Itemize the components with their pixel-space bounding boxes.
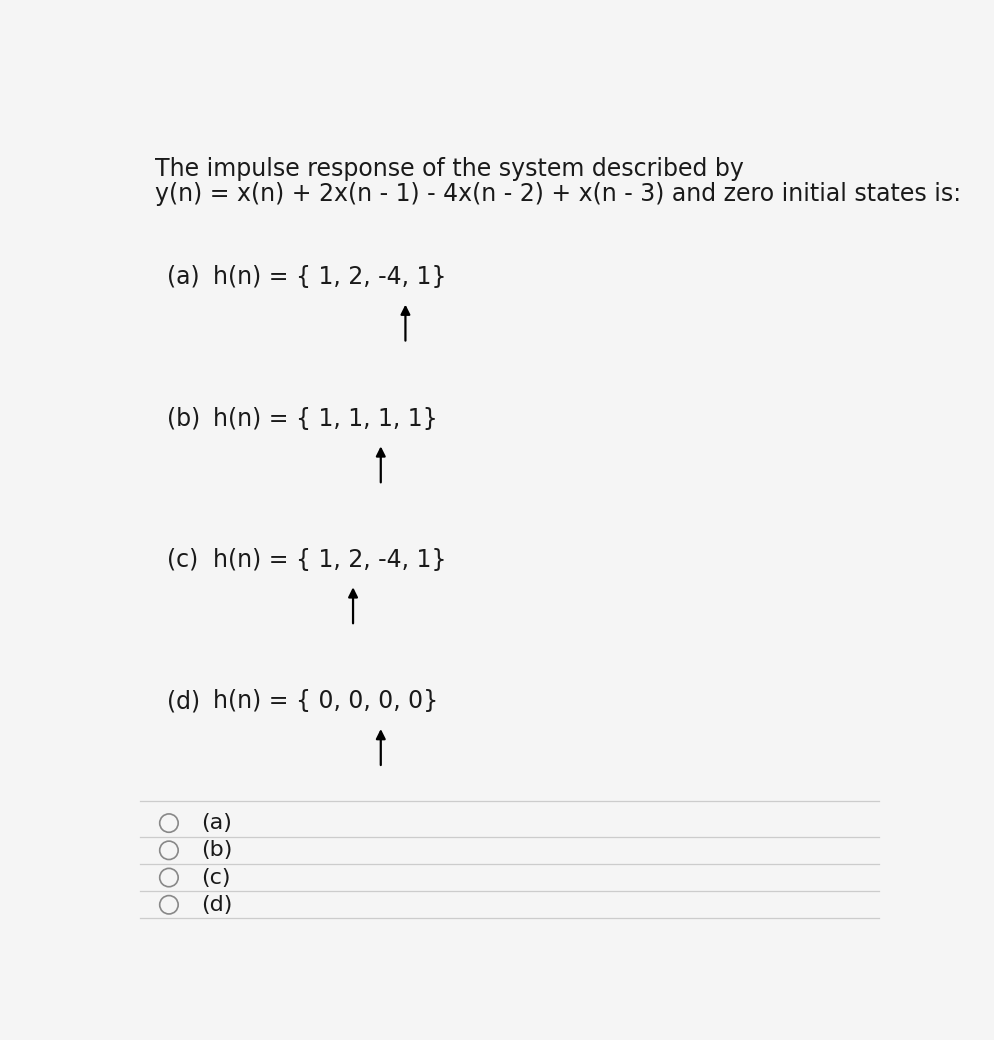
Text: (b): (b) [202, 840, 233, 860]
Text: h(n) = { 0, 0, 0, 0}: h(n) = { 0, 0, 0, 0} [213, 690, 438, 713]
Text: (a): (a) [202, 813, 233, 833]
Text: h(n) = { 1, 1, 1, 1}: h(n) = { 1, 1, 1, 1} [213, 407, 437, 431]
Text: y(n) = x(n) + 2x(n - 1) - 4x(n - 2) + x(n - 3) and zero initial states is:: y(n) = x(n) + 2x(n - 1) - 4x(n - 2) + x(… [155, 182, 961, 207]
Text: The impulse response of the system described by: The impulse response of the system descr… [155, 157, 744, 181]
Text: (c): (c) [167, 548, 198, 572]
Text: h(n) = { 1, 2, -4, 1}: h(n) = { 1, 2, -4, 1} [213, 265, 446, 289]
Text: (d): (d) [202, 894, 233, 915]
Text: (a): (a) [167, 265, 199, 289]
Text: h(n) = { 1, 2, -4, 1}: h(n) = { 1, 2, -4, 1} [213, 548, 446, 572]
Text: (d): (d) [167, 690, 200, 713]
Text: (c): (c) [202, 867, 231, 887]
Text: (b): (b) [167, 407, 200, 431]
